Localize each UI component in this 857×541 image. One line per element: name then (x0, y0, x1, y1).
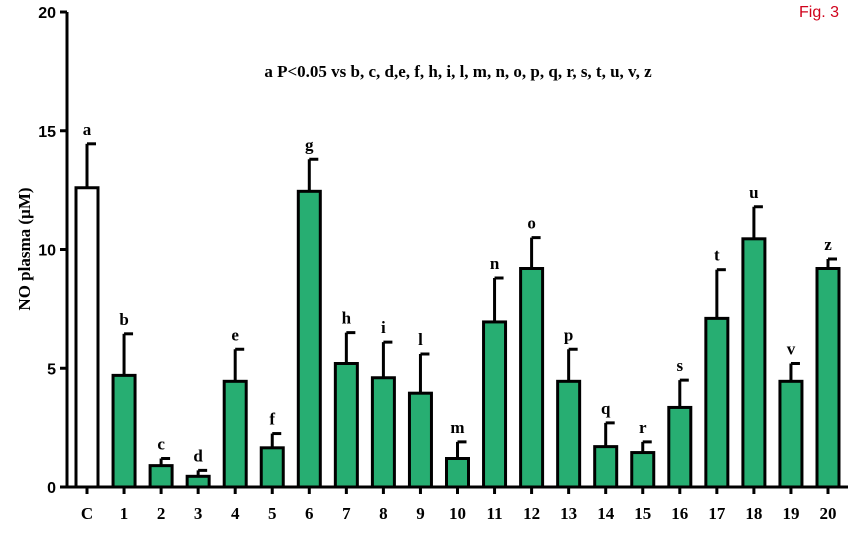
bar-letter: b (119, 310, 128, 329)
bar-letter: r (639, 418, 647, 437)
x-tick-label: 14 (597, 504, 615, 523)
bar-letter: e (231, 325, 239, 344)
x-tick-label: 3 (194, 504, 203, 523)
bar-20 (815, 267, 841, 489)
x-tick-label: 1 (120, 504, 129, 523)
bar-11 (482, 320, 508, 489)
bar-letter: q (601, 399, 611, 418)
bar-C (74, 186, 100, 489)
bar-letter: p (564, 325, 573, 344)
x-tick-label: 19 (782, 504, 799, 523)
bar-letter: c (157, 435, 165, 454)
bar-14 (593, 445, 619, 489)
bar-letter: n (490, 254, 500, 273)
y-tick-label: 10 (38, 243, 56, 260)
bar-17 (704, 316, 730, 489)
bar-2 (148, 464, 174, 489)
x-tick-label: 13 (560, 504, 577, 523)
bar-letter: l (418, 330, 423, 349)
bars-group: a b c d e f g h i l m n o p q r s t u v z (74, 120, 841, 489)
bar-7 (333, 362, 359, 489)
bar-letter: h (342, 309, 352, 328)
x-tick-label: 2 (157, 504, 166, 523)
bar-letter: u (749, 183, 758, 202)
y-tick-label: 15 (38, 124, 56, 141)
y-tick-label: 0 (47, 480, 56, 497)
x-tick-label: 8 (379, 504, 388, 523)
significance-annotation: a P<0.05 vs b, c, d,e, f, h, i, l, m, n,… (264, 62, 652, 81)
bar-letter: m (450, 418, 464, 437)
bar-4 (222, 379, 248, 489)
bar-15 (630, 451, 656, 489)
bar-letter: a (83, 120, 92, 139)
bar-13 (556, 379, 582, 489)
bar-9 (407, 391, 433, 489)
x-tick-label: 10 (449, 504, 466, 523)
bar-18 (741, 237, 767, 489)
x-tick-label: 5 (268, 504, 277, 523)
x-tick-label: 12 (523, 504, 540, 523)
bar-letter: t (714, 246, 720, 265)
bar-letter: g (305, 135, 314, 154)
bar-6 (296, 189, 322, 489)
bar-10 (445, 457, 470, 489)
y-tick-label: 5 (47, 361, 56, 378)
figure-label: Fig. 3 (798, 4, 839, 21)
x-tick-label: 4 (231, 504, 240, 523)
x-tick-label: 17 (708, 504, 726, 523)
x-tick-label: 11 (487, 504, 503, 523)
y-axis-label: NO plasma (µM) (15, 187, 34, 310)
bar-letter: d (193, 446, 203, 465)
x-tick-label: 9 (416, 504, 425, 523)
x-tick-label: 7 (342, 504, 351, 523)
bar-5 (259, 446, 285, 489)
bar-letter: s (676, 356, 683, 375)
bar-8 (370, 376, 396, 489)
x-tick-label: 6 (305, 504, 314, 523)
bar-12 (519, 267, 545, 489)
y-tick-label: 20 (38, 5, 56, 22)
bar-16 (667, 405, 693, 489)
x-tick-label: 16 (671, 504, 688, 523)
x-tick-label: 18 (745, 504, 762, 523)
x-tick-label: 20 (820, 504, 837, 523)
bar-letter: f (269, 410, 275, 429)
bar-19 (778, 379, 804, 489)
bar-letter: v (787, 340, 796, 359)
bar-letter: z (824, 235, 832, 254)
x-tick-label: C (81, 504, 93, 523)
bar-letter: o (527, 214, 536, 233)
x-tick-label: 15 (634, 504, 651, 523)
bar-3 (185, 474, 211, 489)
bar-1 (111, 373, 137, 489)
bar-letter: i (381, 318, 386, 337)
